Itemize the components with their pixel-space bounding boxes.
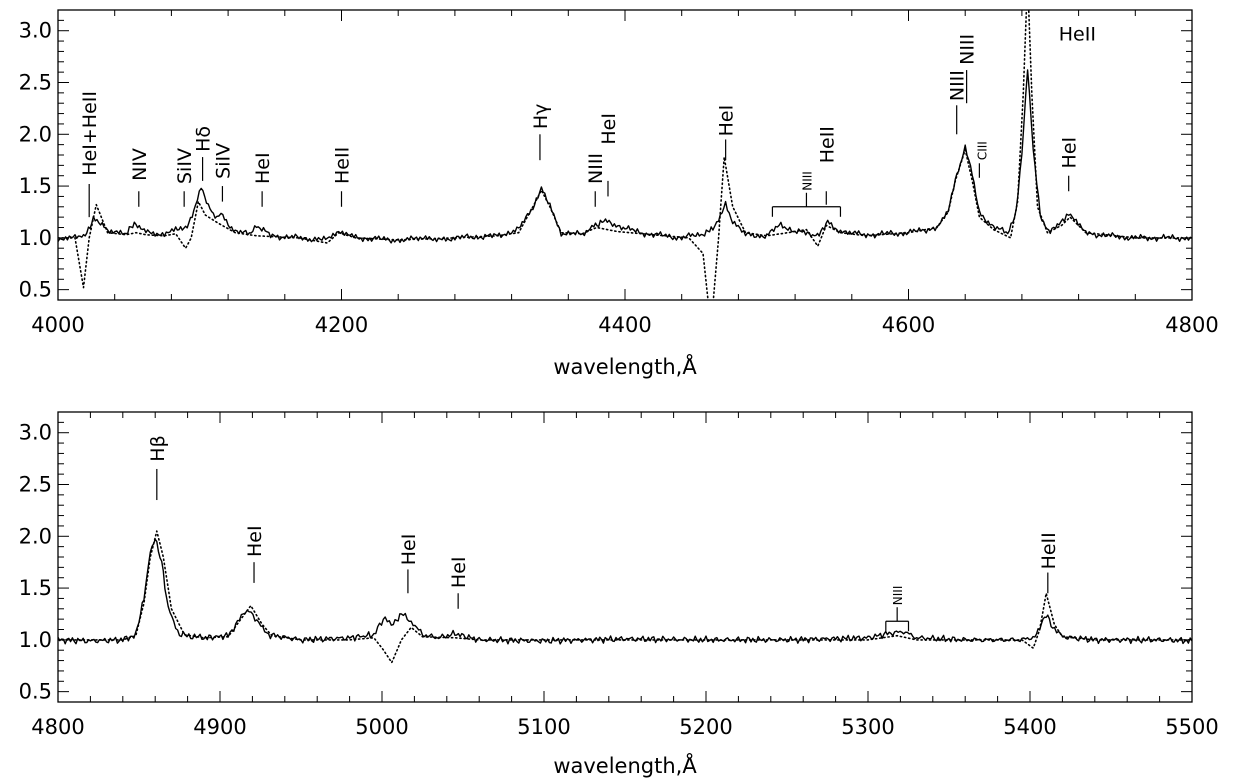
line-id-label: HeII (332, 147, 354, 184)
blend-label: NIII (800, 171, 814, 191)
line-id-label: HeI (598, 113, 620, 145)
line-id-label: HeII (1059, 24, 1096, 46)
line-id-label: CIII (975, 141, 989, 160)
x-tick-label: 4800 (1165, 313, 1218, 337)
line-id-label: Hδ (193, 126, 215, 152)
chart-panel-2: 4800 4900 5000 5100 5200 5300 5400 5500 0.5 1.0 1.… (19, 411, 1219, 778)
line-id-label: NIII (585, 153, 607, 184)
line-id-label: NIV (129, 148, 151, 181)
x-tick-label: 5000 (355, 715, 408, 739)
x-tick-label: 4000 (31, 313, 84, 337)
y-tick-label: 0.5 (19, 680, 52, 704)
line-id-label: HeI (1059, 137, 1081, 169)
line-id-label: NIII (947, 70, 969, 101)
line-id-label: Hβ (147, 435, 169, 461)
x-tick-label: 5500 (1165, 715, 1218, 739)
line-id-label: SiIV (174, 148, 196, 184)
y-tick-label: 1.5 (19, 576, 52, 600)
chart-panel-1: 4000 4200 4400 4600 4800 0.5 1.0 1.5 2.0 2.5 3.0 wa… (19, 9, 1219, 379)
observed-spectrum-line (58, 538, 1192, 645)
observed-spectrum-line (58, 69, 1192, 244)
y-tick-label: 2.0 (19, 524, 52, 548)
model-spectrum-line (58, 530, 1192, 664)
y-tick-label: 0.5 (19, 278, 52, 302)
line-id-label: HeI (252, 152, 274, 184)
blend-label: NIII (891, 586, 905, 606)
y-tick-label: 2.5 (19, 71, 52, 95)
y-tick-label: 1.0 (19, 628, 52, 652)
y-tick-label: 1.5 (19, 174, 52, 198)
line-id-label: HeII (816, 126, 838, 163)
y-tick-label: 2.5 (19, 473, 52, 497)
line-id-label: SiIV (212, 143, 234, 179)
x-tick-label: 5400 (1003, 715, 1056, 739)
x-tick-label: 4400 (598, 313, 651, 337)
x-tick-label: 5100 (517, 715, 570, 739)
x-tick-label: 4900 (193, 715, 246, 739)
line-id-label: HeI (398, 534, 420, 566)
y-tick-label: 2.0 (19, 122, 52, 146)
line-id-label: HeI (244, 525, 266, 557)
line-id-label: HeII (1038, 532, 1060, 569)
y-tick-label: 3.0 (19, 19, 52, 43)
y-tick-label: 3.0 (19, 421, 52, 445)
plot-frame (57, 411, 1193, 703)
line-id-label: HeI (448, 556, 470, 588)
x-tick-label: 5200 (679, 715, 732, 739)
line-id-label: HeI (716, 105, 738, 137)
x-tick-label: 4800 (31, 715, 84, 739)
x-tick-label: 4200 (315, 313, 368, 337)
series-group (58, 10, 1192, 300)
x-axis-title: wavelength,Å (553, 353, 697, 379)
x-tick-label: 4600 (882, 313, 935, 337)
y-tick-label: 1.0 (19, 226, 52, 250)
x-tick-label: 5300 (841, 715, 894, 739)
series-group (58, 530, 1192, 664)
line-id-label: HeI+HeII (79, 91, 101, 176)
x-axis-title: wavelength,Å (553, 752, 697, 778)
line-id-label: Hγ (530, 104, 552, 130)
line-id-label: NIII (957, 34, 979, 65)
